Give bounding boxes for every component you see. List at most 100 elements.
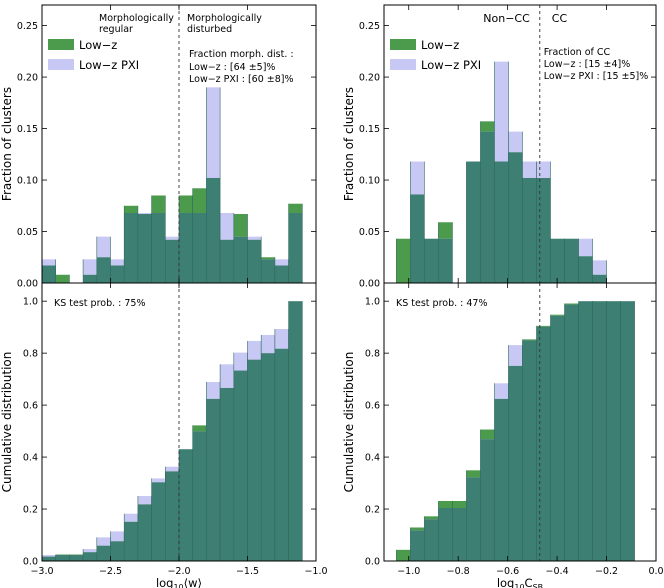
bar-overlap (438, 238, 453, 283)
bar-lowz-excess (261, 257, 275, 260)
bar-pxi-excess (220, 212, 234, 240)
fraction-lowz: Low−z : [64 ±5]% (189, 62, 275, 73)
bar-pxi-excess (247, 236, 262, 240)
bar-pxi-excess (124, 513, 138, 522)
bar-overlap (592, 301, 607, 561)
bar-lowz-excess (438, 500, 453, 508)
y-axis: 0.0 0.2 0.4 0.6 0.8 1.0 (365, 297, 656, 568)
bar-pxi-excess (578, 238, 593, 257)
bar-overlap (494, 161, 509, 283)
y-tick-label: 1.0 (365, 297, 380, 308)
bar-overlap (233, 370, 248, 561)
bar-overlap (288, 212, 303, 283)
bar-pxi-excess (42, 555, 56, 557)
bar-pxi-excess (137, 212, 152, 215)
y-axis-label: Fraction of clusters (342, 87, 356, 201)
bar-lowz-excess (179, 195, 193, 213)
x-axis (408, 5, 657, 283)
x-tick-label: −2.0 (167, 566, 190, 577)
region-label-disturbed: Morphologically disturbed (187, 13, 262, 35)
bar-overlap (494, 398, 509, 561)
bar-pxi-excess (83, 259, 97, 275)
bar-pxi-excess (151, 478, 166, 483)
bar-overlap (578, 256, 593, 283)
bars (396, 301, 635, 561)
y-axis: 0.00 0.05 0.10 0.15 0.20 0.25 (359, 21, 656, 290)
y-tick-label: 0.10 (359, 176, 380, 187)
fraction-title: Fraction morph. dist. : (189, 49, 294, 60)
bar-overlap (247, 359, 262, 561)
bar-overlap (522, 177, 537, 283)
bar-pxi-excess (261, 334, 275, 354)
y-tick-label: 0.20 (359, 73, 380, 84)
legend-label: Low−z PXI (421, 58, 481, 72)
bar-pxi-excess (536, 161, 551, 178)
bar-overlap (137, 504, 152, 561)
y-tick-label: 0.8 (23, 349, 38, 360)
bar-lowz-excess (550, 314, 565, 316)
y-tick-label: 0.4 (365, 453, 380, 464)
bar-pxi-excess (83, 549, 97, 553)
bar-pxi-excess (274, 328, 289, 349)
bar-overlap (261, 259, 275, 283)
bar-pxi-excess (247, 340, 262, 360)
y-tick-label: 0.20 (17, 73, 38, 84)
bar-pxi-excess (233, 352, 248, 371)
y-tick-label: 0.00 (17, 279, 38, 290)
bar-pxi-excess (494, 383, 509, 399)
y-tick-label: 0.05 (359, 227, 380, 238)
bar-overlap (550, 238, 565, 283)
bar-lowz-excess (438, 222, 453, 239)
bar-overlap (274, 348, 289, 561)
bar-overlap (288, 301, 303, 561)
x-axis: −1.0 −0.8 −0.6 −0.4 −0.2 0.0 (397, 283, 664, 577)
bar-pxi-excess (206, 381, 221, 399)
bar-overlap (606, 301, 621, 561)
region-label-noncc: Non−CC (483, 12, 530, 25)
bar-overlap (233, 236, 248, 283)
legend-swatch (48, 59, 74, 70)
bar-overlap (508, 365, 523, 561)
bars (41, 301, 303, 561)
bar-overlap (220, 239, 234, 283)
bar-lowz-excess (522, 339, 537, 341)
bar-lowz-excess (466, 470, 481, 478)
annotations: KS test prob. : 47% (396, 298, 488, 309)
legend-swatch (390, 39, 416, 50)
panel-top-right: 0.00 0.05 0.10 0.15 0.20 0.25 Fraction of clus… (342, 4, 657, 290)
x-tick-label: −2.5 (99, 566, 122, 577)
panel-bottom-right: 0.00.20.40.60.81.0−1.0 −0.8 −0.6 −0.4 −0.2 0.… (342, 282, 664, 588)
y-tick-label: 0.15 (17, 124, 38, 135)
legend-label: Low−z (421, 38, 459, 52)
bar-lowz-excess (424, 516, 439, 520)
bar-overlap (261, 353, 275, 561)
axes-frame (383, 282, 657, 562)
bar-overlap (550, 315, 565, 561)
legend-label: Low−z PXI (79, 58, 139, 72)
bar-overlap (124, 212, 138, 283)
bar-overlap (592, 274, 607, 283)
bar-pxi-excess (508, 131, 523, 153)
bar-pxi-excess (165, 236, 179, 240)
bar-overlap (206, 177, 221, 283)
bar-pxi-excess (110, 259, 125, 266)
bar-lowz-excess (480, 429, 495, 440)
bar-lowz-excess (192, 425, 207, 432)
bar-overlap (522, 340, 537, 561)
x-tick-label: −1.0 (397, 566, 420, 577)
bars (396, 61, 607, 283)
bar-lowz-excess (536, 325, 551, 327)
bar-lowz-excess (480, 121, 495, 132)
x-tick-label: 0.0 (648, 566, 663, 577)
bar-overlap (83, 552, 97, 561)
bar-overlap (424, 238, 439, 283)
y-tick-label: 0.10 (17, 176, 38, 187)
bar-overlap (83, 274, 97, 283)
bar-overlap (274, 265, 289, 283)
annotations: KS test prob. : 75% (54, 298, 146, 309)
bar-overlap (206, 398, 221, 561)
y-tick-label: 0.8 (365, 349, 380, 360)
legend-swatch (390, 59, 416, 70)
